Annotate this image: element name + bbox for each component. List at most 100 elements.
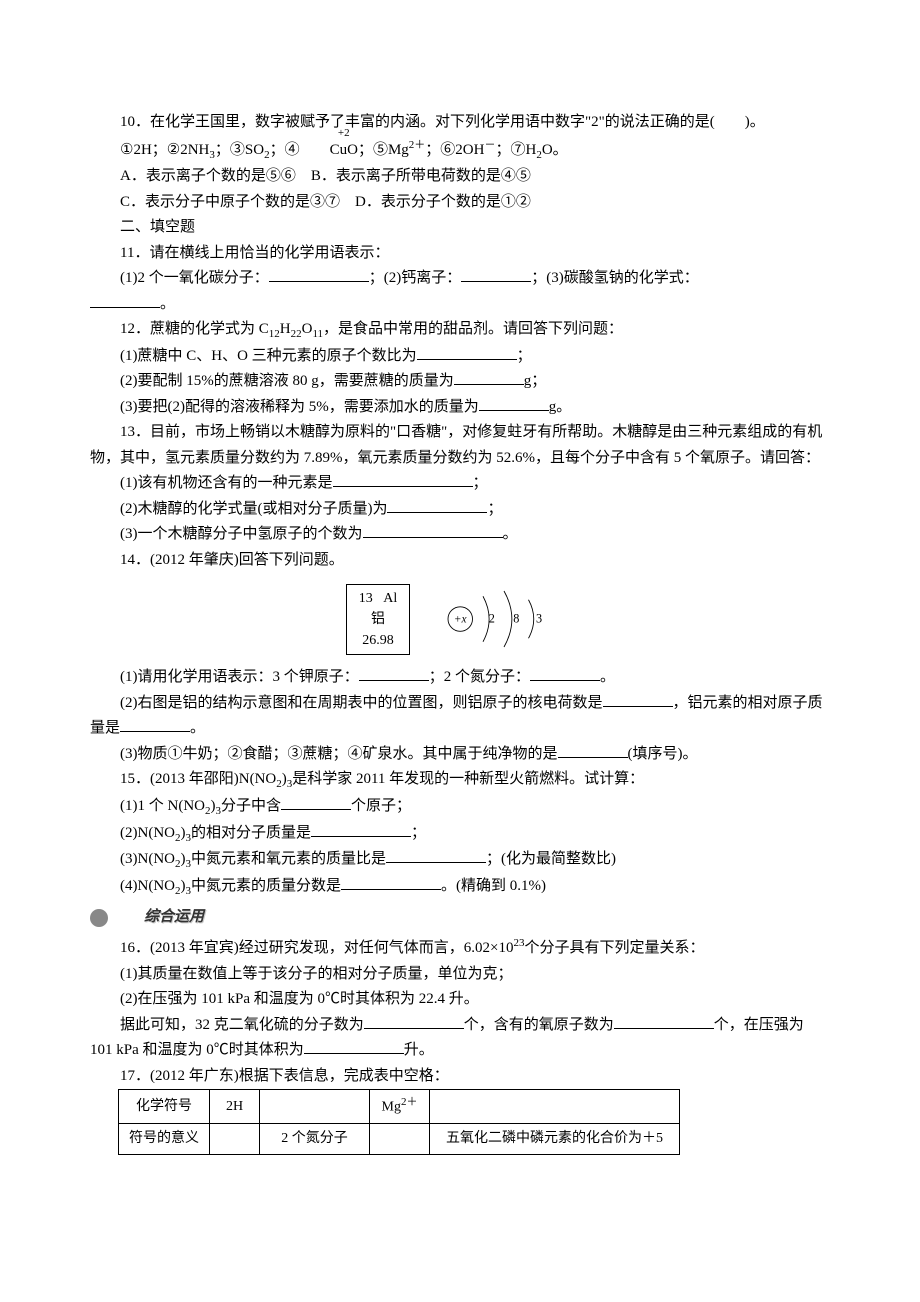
blank — [359, 666, 429, 681]
q16p3a: 据此可知，32 克二氧化硫的分子数为 — [120, 1017, 364, 1033]
q14p3b: (填序号)。 — [628, 746, 698, 762]
blank — [281, 795, 351, 810]
blank — [304, 1039, 404, 1054]
question-10-options-line1: A．表示离子个数的是⑤⑥ B．表示离子所带电荷数的是④⑤ — [90, 164, 830, 190]
blank — [454, 370, 524, 385]
question-11-parts-cont: 。 — [90, 292, 830, 318]
q13p1: (1)该有机物还含有的一种元素是 — [120, 475, 333, 491]
question-15-p4: (4)N(NO2)3中氮元素的质量分数是。(精确到 0.1%) — [90, 874, 830, 901]
nucleus-label: +x — [454, 614, 467, 626]
question-10-options-line2: C．表示分子中原子个数的是③⑦ D．表示分子个数的是①② — [90, 190, 830, 216]
opt-b: B．表示离子所带电荷数的是④⑤ — [311, 168, 531, 184]
q14p2a: (2)右图是铝的结构示意图和在周期表中的位置图，则铝原子的核电荷数是 — [120, 695, 603, 711]
question-12-p3: (3)要把(2)配得的溶液稀释为 5%，需要添加水的质量为 g。 — [90, 395, 830, 421]
q11-p1: (1)2 个一氧化碳分子： — [120, 270, 269, 286]
q11-p2: ；(2)钙离子： — [369, 270, 462, 286]
q12p2: (2)要配制 15%的蔗糖溶液 80 g，需要蔗糖的质量为 — [120, 373, 454, 389]
cell-r1c2: 2H — [210, 1090, 260, 1123]
q14p1b: ；2 个氮分子： — [429, 669, 530, 685]
blank — [364, 1014, 464, 1029]
question-16-stem: 16．(2013 年宜宾)经过研究发现，对任何气体而言，6.02×1023个分子… — [90, 934, 830, 962]
section-header-comprehensive: 综合运用 — [90, 905, 830, 931]
element-mass: 26.98 — [359, 630, 398, 651]
blank — [479, 396, 549, 411]
question-12-p2: (2)要配制 15%的蔗糖溶液 80 g，需要蔗糖的质量为g； — [90, 369, 830, 395]
blank — [363, 523, 503, 538]
q15p4b: 。(精确到 0.1%) — [441, 878, 546, 894]
blank — [341, 875, 441, 890]
cell-r2c3: 2 个氮分子 — [260, 1123, 370, 1154]
q11-p4: 。 — [160, 296, 175, 312]
question-11-parts: (1)2 个一氧化碳分子： ；(2)钙离子： ；(3)碳酸氢钠的化学式： — [90, 266, 830, 292]
question-12-stem: 12．蔗糖的化学式为 C12H22O11，是食品中常用的甜品剂。请回答下列问题： — [90, 317, 830, 344]
question-14-p1: (1)请用化学用语表示：3 个钾原子： ；2 个氮分子： 。 — [90, 665, 830, 691]
blank — [614, 1014, 714, 1029]
blank — [333, 472, 473, 487]
question-14-p2: (2)右图是铝的结构示意图和在周期表中的位置图，则铝原子的核电荷数是，铝元素的相… — [90, 691, 830, 742]
table-row: 符号的意义 2 个氮分子 五氧化二磷中磷元素的化合价为＋5 — [119, 1123, 680, 1154]
q16p3b: 个，含有的氧原子数为 — [464, 1017, 614, 1033]
question-13-p1: (1)该有机物还含有的一种元素是； — [90, 471, 830, 497]
opt-a: A．表示离子个数的是⑤⑥ — [120, 168, 296, 184]
cell-r2c1: 符号的意义 — [119, 1123, 210, 1154]
cell-r2c5: 五氧化二磷中磷元素的化合价为＋5 — [430, 1123, 680, 1154]
q12p1b: ； — [517, 348, 532, 364]
blank — [90, 293, 160, 308]
q13p3: (3)一个木糖醇分子中氢原子的个数为 — [120, 526, 363, 542]
section-title: 综合运用 — [114, 905, 204, 931]
question-10-list: ①2H；②2NH3；③SO2；④+2CuO；⑤Mg2＋；⑥2OH－；⑦H2O。 — [90, 136, 830, 165]
blank — [269, 267, 369, 282]
svg-text:8: 8 — [513, 612, 519, 626]
cell-r1c4: Mg2＋ — [370, 1090, 430, 1123]
q15p2b: ； — [411, 825, 426, 841]
question-13-stem: 13．目前，市场上畅销以木糖醇为原料的"口香糖"，对修复蛀牙有所帮助。木糖醇是由… — [90, 420, 830, 471]
section-icon — [90, 909, 108, 927]
question-15-p3: (3)N(NO2)3中氮元素和氧元素的质量比是；(化为最简整数比) — [90, 847, 830, 874]
question-15-p2: (2)N(NO2)3的相对分子质量是； — [90, 821, 830, 848]
opt-c: C．表示分子中原子个数的是③⑦ — [120, 194, 340, 210]
svg-text:3: 3 — [536, 612, 542, 626]
q14p1c: 。 — [600, 669, 615, 685]
question-16-p3: 据此可知，32 克二氧化硫的分子数为个，含有的氧原子数为个，在压强为 101 k… — [90, 1013, 830, 1064]
question-13-p3: (3)一个木糖醇分子中氢原子的个数为 。 — [90, 522, 830, 548]
blank — [311, 822, 411, 837]
cell-r2c2 — [210, 1123, 260, 1154]
element-num-sym: 13 Al — [359, 588, 398, 609]
section-2-title: 二、填空题 — [90, 215, 830, 241]
q15p1b: 个原子； — [351, 798, 411, 814]
blank — [386, 848, 486, 863]
question-16-p2: (2)在压强为 101 kPa 和温度为 0℃时其体积为 22.4 升。 — [90, 987, 830, 1013]
element-box: 13 Al 铝 26.98 — [346, 584, 411, 655]
question-12-p1: (1)蔗糖中 C、H、O 三种元素的原子个数比为 ； — [90, 344, 830, 370]
table-row: 化学符号 2H Mg2＋ — [119, 1090, 680, 1123]
q16p3d: 升。 — [404, 1042, 434, 1058]
q14p1a: (1)请用化学用语表示：3 个钾原子： — [120, 669, 359, 685]
question-14-stem: 14．(2012 年肇庆)回答下列问题。 — [90, 548, 830, 574]
blank — [461, 267, 531, 282]
q12p3: (3)要把(2)配得的溶液稀释为 5%，需要添加水的质量为 — [120, 399, 479, 415]
blank — [603, 692, 673, 707]
cell-r1c5 — [430, 1090, 680, 1123]
atom-structure-icon: +x 2 8 3 — [434, 579, 574, 659]
q14p3a: (3)物质①牛奶；②食醋；③蔗糖；④矿泉水。其中属于纯净物的是 — [120, 746, 558, 762]
question-14-diagram: 13 Al 铝 26.98 +x 2 8 3 — [90, 579, 830, 659]
q15p3b: ；(化为最简整数比) — [486, 851, 616, 867]
cell-r1c1: 化学符号 — [119, 1090, 210, 1123]
blank — [417, 345, 517, 360]
q12p3b: g。 — [549, 399, 572, 415]
blank — [387, 498, 487, 513]
svg-text:2: 2 — [489, 612, 495, 626]
question-11-stem: 11．请在横线上用恰当的化学用语表示： — [90, 241, 830, 267]
q13p2b: ； — [487, 501, 502, 517]
q11-p3: ；(3)碳酸氢钠的化学式： — [531, 270, 699, 286]
blank — [120, 717, 190, 732]
cuo-charge: +2 — [308, 124, 350, 143]
opt-d: D．表示分子个数的是①② — [355, 194, 531, 210]
question-17-stem: 17．(2012 年广东)根据下表信息，完成表中空格： — [90, 1064, 830, 1090]
q13p3b: 。 — [503, 526, 518, 542]
cell-r2c4 — [370, 1123, 430, 1154]
question-14-p3: (3)物质①牛奶；②食醋；③蔗糖；④矿泉水。其中属于纯净物的是 (填序号)。 — [90, 742, 830, 768]
element-name: 铝 — [359, 609, 398, 630]
q12p1: (1)蔗糖中 C、H、O 三种元素的原子个数比为 — [120, 348, 417, 364]
question-13-p2: (2)木糖醇的化学式量(或相对分子质量)为； — [90, 497, 830, 523]
